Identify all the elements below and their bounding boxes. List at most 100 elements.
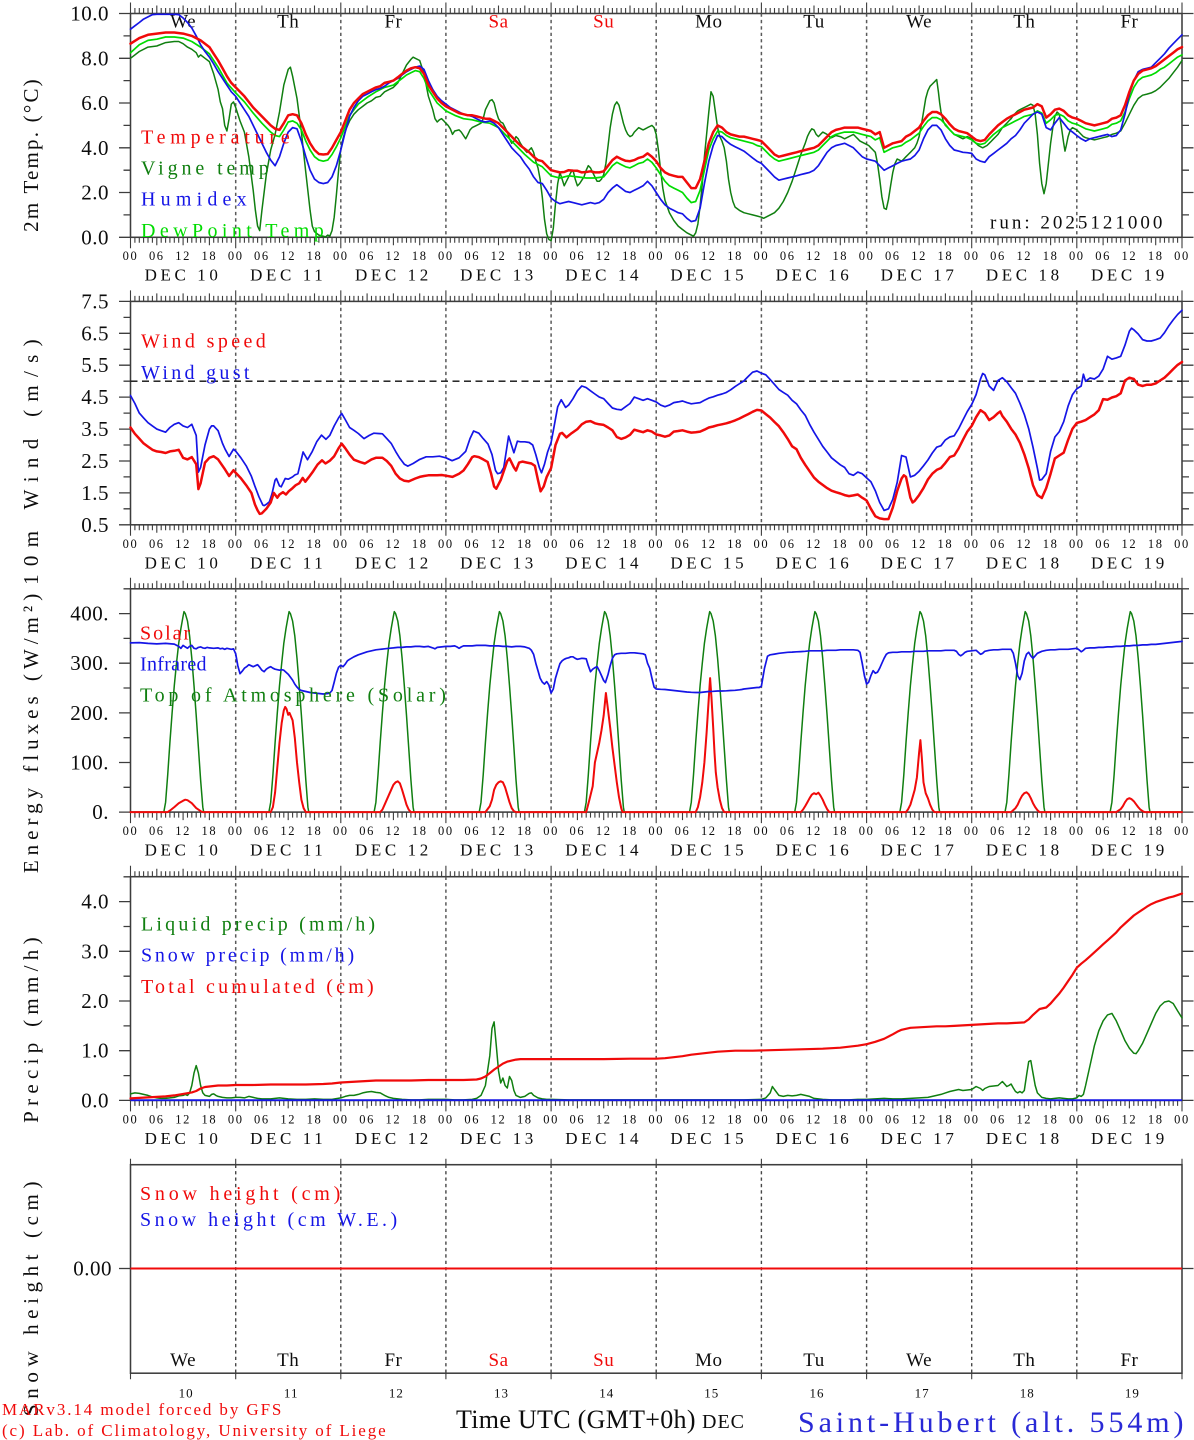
svg-text:18: 18 (622, 824, 638, 838)
svg-text:4.5: 4.5 (81, 385, 109, 409)
svg-text:12: 12 (1122, 1112, 1138, 1126)
svg-text:7.5: 7.5 (81, 289, 109, 313)
svg-text:Liquid precip (mm/h): Liquid precip (mm/h) (141, 914, 378, 936)
svg-text:We: We (906, 12, 932, 33)
svg-text:18: 18 (832, 249, 848, 263)
svg-text:18: 18 (938, 1112, 954, 1126)
svg-text:00: 00 (228, 249, 244, 263)
svg-text:12: 12 (386, 824, 402, 838)
svg-text:19: 19 (1125, 1386, 1140, 1401)
svg-text:Wind gust: Wind gust (141, 362, 253, 384)
svg-text:Vigne temp: Vigne temp (141, 158, 273, 180)
svg-text:DEC 12: DEC 12 (355, 266, 432, 285)
svg-text:DEC 10: DEC 10 (145, 841, 222, 860)
svg-text:12: 12 (1122, 824, 1138, 838)
svg-text:Su: Su (593, 1350, 614, 1371)
svg-text:5.5: 5.5 (81, 353, 109, 377)
svg-text:Fr: Fr (1120, 1350, 1138, 1371)
svg-text:00: 00 (859, 824, 875, 838)
svg-text:DEC 11: DEC 11 (250, 266, 326, 285)
svg-text:18: 18 (727, 249, 743, 263)
svg-text:DEC 16: DEC 16 (776, 1129, 853, 1148)
svg-text:18: 18 (938, 824, 954, 838)
svg-text:(c) Lab. of Climatology, Unive: (c) Lab. of Climatology, University of L… (2, 1421, 388, 1440)
svg-text:DEC 13: DEC 13 (460, 553, 537, 572)
svg-text:12: 12 (175, 249, 191, 263)
svg-text:18: 18 (412, 249, 428, 263)
svg-text:12: 12 (389, 1386, 404, 1401)
svg-text:06: 06 (359, 537, 375, 551)
svg-text:DEC 17: DEC 17 (881, 266, 958, 285)
svg-text:00: 00 (964, 824, 980, 838)
svg-text:Su: Su (593, 12, 614, 33)
svg-text:Wind speed: Wind speed (141, 331, 269, 353)
svg-text:18: 18 (307, 824, 323, 838)
svg-text:DEC 19: DEC 19 (1091, 841, 1168, 860)
svg-text:06: 06 (885, 249, 901, 263)
svg-text:18: 18 (1148, 824, 1164, 838)
svg-text:12: 12 (175, 824, 191, 838)
svg-text:14: 14 (599, 1386, 614, 1401)
svg-text:00: 00 (123, 1112, 139, 1126)
svg-text:12: 12 (491, 249, 507, 263)
svg-text:3.0: 3.0 (81, 939, 109, 963)
svg-text:12: 12 (1016, 537, 1032, 551)
svg-text:DEC 14: DEC 14 (565, 553, 642, 572)
svg-text:00: 00 (648, 537, 664, 551)
svg-text:DEC 13: DEC 13 (460, 1129, 537, 1148)
svg-text:06: 06 (149, 537, 165, 551)
svg-text:Snow height (cm): Snow height (cm) (19, 1176, 43, 1416)
svg-text:06: 06 (149, 824, 165, 838)
svg-text:DEC 16: DEC 16 (776, 266, 853, 285)
svg-text:12: 12 (1016, 824, 1032, 838)
svg-text:00: 00 (1069, 537, 1085, 551)
svg-text:17: 17 (915, 1386, 930, 1401)
svg-text:Top of Atmosphere (Solar): Top of Atmosphere (Solar) (140, 685, 450, 707)
svg-text:12: 12 (596, 1112, 612, 1126)
svg-text:06: 06 (990, 249, 1006, 263)
svg-text:DEC 15: DEC 15 (670, 841, 747, 860)
svg-text:06: 06 (254, 1112, 270, 1126)
svg-text:18: 18 (622, 249, 638, 263)
svg-text:18: 18 (832, 824, 848, 838)
svg-text:12: 12 (806, 1112, 822, 1126)
svg-text:2.0: 2.0 (81, 989, 109, 1013)
svg-text:12: 12 (806, 824, 822, 838)
svg-text:1.5: 1.5 (81, 481, 109, 505)
svg-text:MARv3.14 model forced by GFS: MARv3.14 model forced by GFS (2, 1400, 283, 1419)
svg-text:DEC 17: DEC 17 (881, 1129, 958, 1148)
svg-text:12: 12 (491, 537, 507, 551)
svg-text:10.0: 10.0 (70, 2, 109, 26)
svg-text:06: 06 (1095, 1112, 1111, 1126)
svg-text:12: 12 (1016, 1112, 1032, 1126)
svg-text:00: 00 (1174, 537, 1190, 551)
svg-text:18: 18 (1043, 1112, 1059, 1126)
svg-text:Tu: Tu (803, 1350, 824, 1371)
svg-text:06: 06 (254, 824, 270, 838)
svg-text:DEC 19: DEC 19 (1091, 553, 1168, 572)
svg-text:00: 00 (1069, 249, 1085, 263)
svg-text:DEC 18: DEC 18 (986, 553, 1063, 572)
svg-text:10m Wind (m/s): 10m Wind (m/s) (19, 331, 43, 585)
svg-text:DEC 17: DEC 17 (881, 553, 958, 572)
svg-text:400.: 400. (70, 602, 109, 626)
svg-text:12: 12 (386, 249, 402, 263)
svg-text:00: 00 (964, 1112, 980, 1126)
svg-text:Humidex: Humidex (141, 189, 252, 211)
svg-text:12: 12 (911, 1112, 927, 1126)
svg-text:18: 18 (202, 1112, 218, 1126)
svg-text:18: 18 (307, 537, 323, 551)
svg-text:DEC 11: DEC 11 (250, 841, 326, 860)
svg-text:06: 06 (464, 824, 480, 838)
svg-text:Time UTC (GMT+0h): Time UTC (GMT+0h) (456, 1405, 696, 1434)
svg-text:Sa: Sa (489, 1350, 509, 1371)
svg-text:18: 18 (938, 249, 954, 263)
svg-text:DEC 12: DEC 12 (355, 1129, 432, 1148)
svg-text:DEC 19: DEC 19 (1091, 266, 1168, 285)
svg-text:06: 06 (464, 1112, 480, 1126)
svg-text:Th: Th (277, 1350, 299, 1371)
svg-text:3.5: 3.5 (81, 417, 109, 441)
svg-text:06: 06 (675, 1112, 691, 1126)
svg-text:10: 10 (179, 1386, 194, 1401)
svg-text:DEC 15: DEC 15 (670, 266, 747, 285)
